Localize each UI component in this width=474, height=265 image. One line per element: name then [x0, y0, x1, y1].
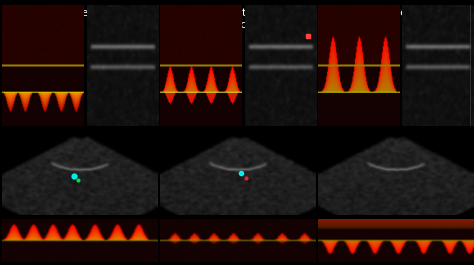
Text: incomplete steal
(biphasic flow): incomplete steal (biphasic flow): [191, 8, 283, 30]
Text: complete steal: complete steal: [355, 8, 437, 18]
Text: presteal: presteal: [53, 8, 99, 18]
